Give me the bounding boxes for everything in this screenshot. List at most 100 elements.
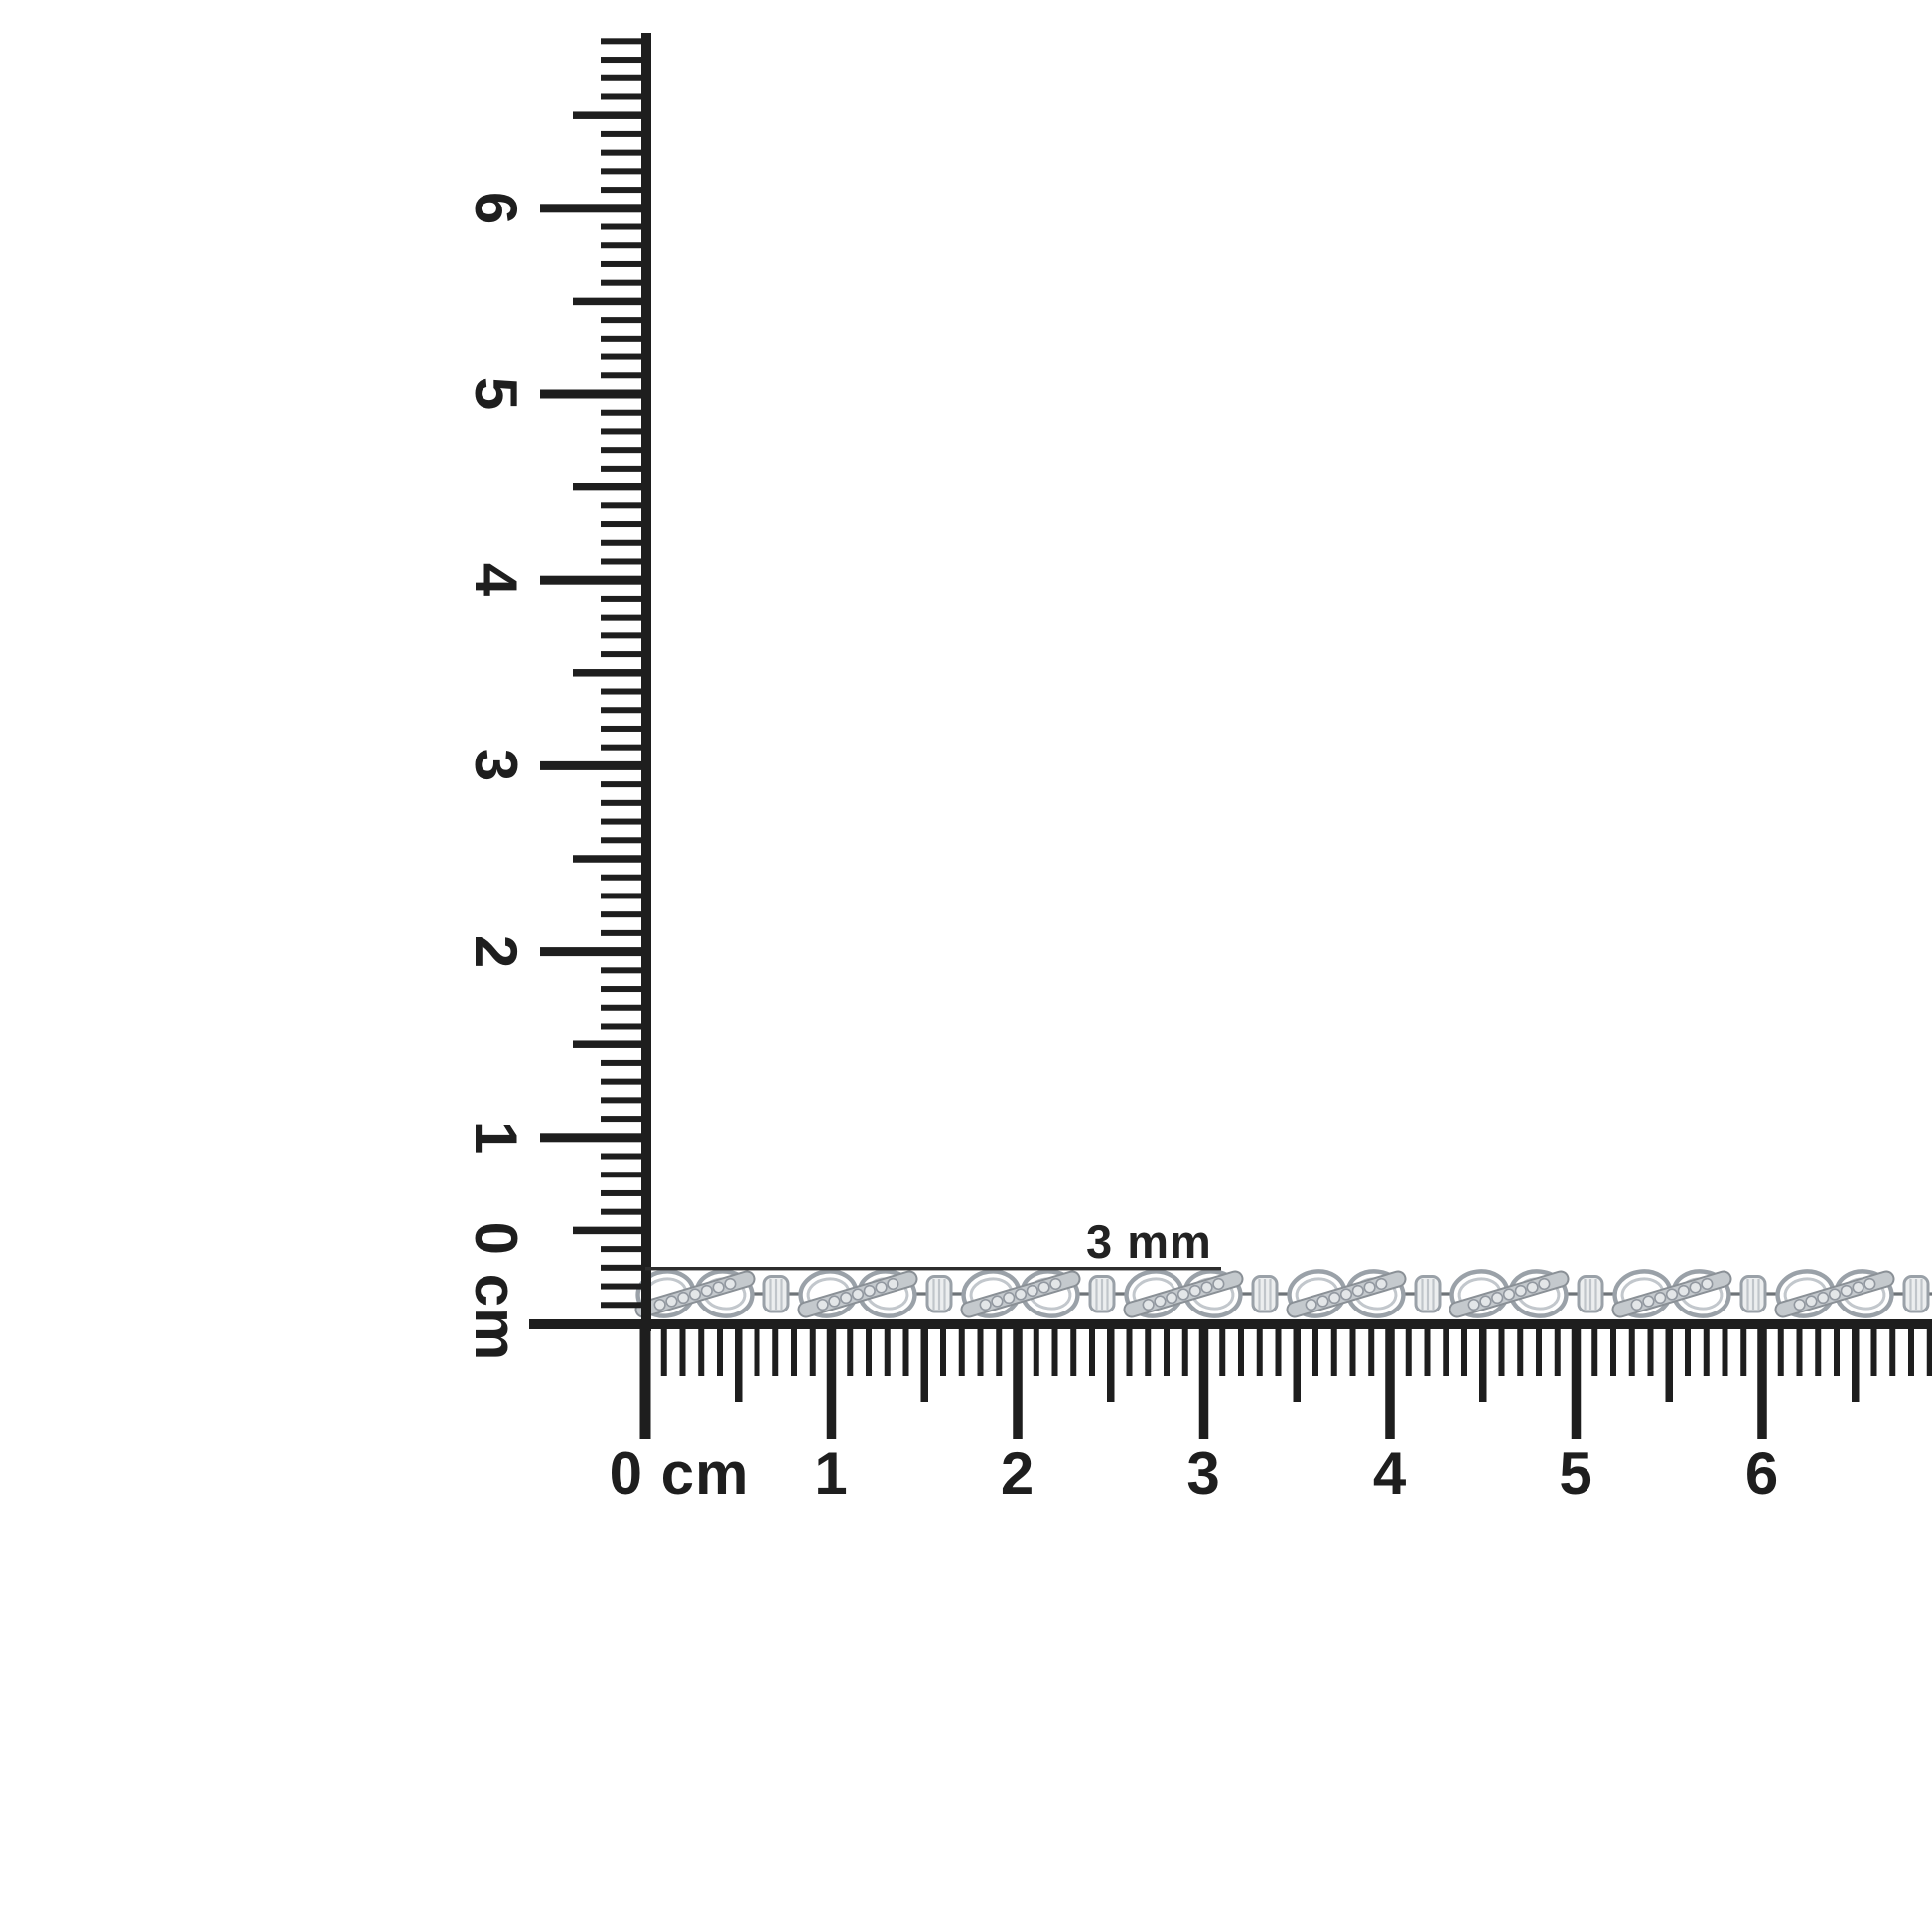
diamond <box>1538 1277 1551 1291</box>
tick-mark <box>601 651 649 658</box>
diamond <box>1665 1288 1679 1301</box>
bracelet-unit <box>634 1269 804 1318</box>
diamond <box>1375 1277 1388 1291</box>
diamond <box>1328 1291 1341 1305</box>
diamond <box>1166 1291 1178 1305</box>
tick-mark <box>1443 1328 1449 1376</box>
tick-mark <box>940 1328 946 1376</box>
tick-mark <box>601 74 649 81</box>
tick-mark <box>1796 1328 1803 1376</box>
tick-mark <box>1238 1328 1244 1376</box>
tick-mark <box>1628 1328 1635 1376</box>
tick-mark <box>601 223 649 230</box>
tick-mark <box>1275 1328 1282 1376</box>
tick-mark <box>601 242 649 249</box>
tick-mark <box>1219 1328 1226 1376</box>
tick-mark <box>601 911 649 918</box>
tick-mark <box>573 297 649 306</box>
tick-mark <box>660 1328 667 1376</box>
tick-mark <box>601 1189 649 1196</box>
tick-mark <box>601 1246 649 1253</box>
tick-mark <box>1536 1328 1542 1376</box>
diamond <box>1049 1277 1062 1291</box>
tick-mark <box>866 1328 872 1376</box>
tick-mark <box>573 855 649 863</box>
tick-mark <box>1757 1328 1767 1439</box>
tick-mark <box>601 1302 649 1309</box>
tick-mark <box>601 149 649 156</box>
tick-mark <box>809 1328 816 1376</box>
diamond <box>828 1295 841 1308</box>
tick-mark <box>540 575 649 585</box>
diamond <box>1642 1295 1655 1308</box>
diamond <box>1840 1284 1853 1298</box>
diamond <box>1188 1284 1201 1298</box>
tick-mark <box>679 1328 686 1376</box>
tick-mark <box>1685 1328 1691 1376</box>
tick-mark <box>1722 1328 1728 1376</box>
diamond <box>1363 1281 1376 1294</box>
tick-mark <box>601 744 649 751</box>
bracelet-unit <box>1449 1269 1618 1318</box>
diamond <box>1176 1288 1190 1301</box>
diamond <box>724 1277 737 1291</box>
tick-mark <box>1349 1328 1356 1376</box>
diamond <box>1805 1295 1818 1308</box>
tick-mark <box>601 1208 649 1215</box>
tick-mark <box>601 799 649 806</box>
diamond <box>1154 1295 1167 1308</box>
diamond <box>1200 1281 1213 1294</box>
tick-mark <box>601 93 649 100</box>
tick-mark <box>601 818 649 825</box>
tick-mark <box>1126 1328 1133 1376</box>
tick-mark <box>601 595 649 602</box>
horizontal-ruler-line <box>529 1319 1932 1329</box>
tick-mark <box>601 632 649 639</box>
diamond <box>1351 1284 1364 1298</box>
tick-mark <box>601 986 649 993</box>
tick-mark <box>1070 1328 1077 1376</box>
tick-mark <box>601 260 649 267</box>
tick-mark <box>601 688 649 695</box>
bracelet-unit <box>1774 1269 1932 1318</box>
tick-mark <box>601 1116 649 1123</box>
tick-mark <box>639 1328 651 1439</box>
diamond <box>1701 1277 1714 1291</box>
tick-mark <box>1591 1328 1598 1376</box>
tick-mark <box>601 502 649 509</box>
diamond <box>1630 1298 1643 1311</box>
tick-mark <box>601 1023 649 1030</box>
tick-mark <box>601 335 649 342</box>
tick-mark <box>1479 1328 1487 1402</box>
tick-mark <box>1870 1328 1877 1376</box>
tick-mark <box>1926 1328 1932 1376</box>
bracelet-unit <box>960 1269 1130 1318</box>
tick-mark <box>1033 1328 1039 1376</box>
diamond <box>1863 1277 1876 1291</box>
tick-mark <box>1424 1328 1431 1376</box>
tick-mark <box>1198 1328 1209 1439</box>
diamond <box>677 1291 690 1305</box>
tick-mark <box>772 1328 779 1376</box>
diamond <box>816 1298 829 1311</box>
tick-mark <box>717 1328 723 1376</box>
tick-mark <box>601 725 649 732</box>
bracelet-unit <box>1286 1269 1455 1318</box>
diamond <box>1305 1298 1317 1311</box>
tick-mark <box>573 669 649 677</box>
tick-mark <box>540 947 649 957</box>
tick-mark <box>1330 1328 1337 1376</box>
tick-mark <box>540 1133 649 1143</box>
diamond <box>1677 1284 1690 1298</box>
tick-mark <box>1777 1328 1784 1376</box>
tick-mark <box>1889 1328 1896 1376</box>
tick-mark <box>601 837 649 844</box>
bracelet-links <box>634 1269 1932 1318</box>
diamond <box>1316 1295 1329 1308</box>
tick-mark <box>573 1226 649 1235</box>
tick-mark <box>601 409 649 416</box>
tick-mark <box>601 893 649 899</box>
diamond <box>1491 1291 1504 1305</box>
